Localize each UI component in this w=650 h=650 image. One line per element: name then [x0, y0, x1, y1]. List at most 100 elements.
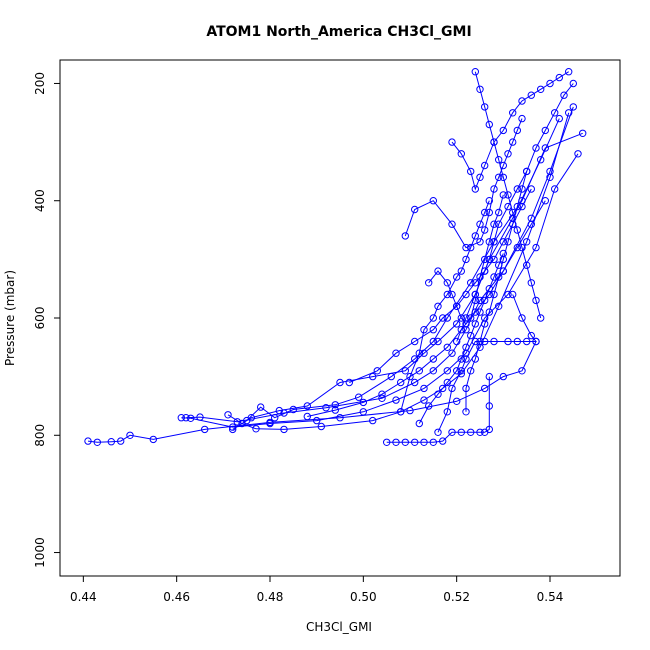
series-4: [243, 129, 587, 425]
data-point: [481, 103, 489, 111]
data-point: [490, 337, 498, 346]
x-tick-label: 0.46: [163, 590, 190, 604]
data-point: [485, 425, 493, 434]
data-point: [485, 255, 493, 264]
data-point: [196, 413, 204, 421]
x-tick-label: 0.54: [537, 590, 564, 604]
data-point: [476, 238, 484, 246]
data-point: [499, 255, 507, 264]
series-line: [307, 200, 546, 417]
data-point: [499, 267, 507, 275]
data-point: [513, 243, 521, 252]
data-point: [481, 161, 489, 170]
data-point: [499, 372, 507, 381]
data-point: [509, 290, 517, 299]
data-point: [378, 390, 386, 398]
series-line: [227, 112, 570, 430]
data-point: [448, 290, 456, 299]
data-point: [551, 185, 559, 193]
data-point: [495, 273, 503, 281]
data-point: [555, 114, 563, 123]
data-point: [527, 185, 535, 193]
data-point: [373, 367, 381, 375]
data-point: [541, 144, 549, 152]
data-point: [420, 349, 428, 357]
data-point: [476, 220, 484, 228]
data-point: [317, 422, 325, 431]
y-tick-label: 400: [33, 189, 47, 212]
data-point: [490, 273, 498, 281]
data-point: [509, 109, 517, 117]
data-point: [513, 202, 521, 211]
data-point: [495, 302, 503, 310]
data-point: [462, 314, 470, 322]
data-point: [518, 185, 526, 193]
data-point: [448, 384, 456, 393]
series-14: [462, 167, 531, 416]
data-point: [429, 355, 437, 363]
data-point: [443, 279, 451, 287]
data-point: [499, 173, 507, 182]
data-point: [439, 384, 447, 393]
data-point: [401, 232, 409, 240]
data-point: [443, 408, 451, 416]
data-point: [369, 372, 377, 381]
data-point: [471, 320, 479, 328]
series-layer: [84, 68, 587, 446]
data-point: [271, 414, 279, 422]
data-point: [471, 279, 479, 287]
data-point: [453, 367, 461, 375]
data-point: [476, 296, 484, 305]
data-point: [518, 243, 526, 252]
data-point: [252, 425, 260, 433]
data-point: [355, 393, 363, 401]
x-tick-label: 0.44: [70, 590, 97, 604]
series-8: [397, 197, 493, 416]
data-point: [359, 408, 367, 416]
data-point: [541, 126, 549, 135]
data-point: [513, 126, 521, 135]
y-axis-label: Pressure (mbar): [3, 270, 17, 366]
data-point: [439, 437, 447, 445]
data-point: [443, 343, 451, 351]
data-point: [537, 156, 545, 164]
data-point: [462, 320, 470, 328]
data-point: [471, 68, 479, 76]
data-point: [490, 255, 498, 264]
data-point: [331, 401, 339, 409]
data-point: [565, 109, 573, 117]
data-point: [560, 91, 568, 99]
data-point: [513, 226, 521, 234]
series-line: [474, 71, 542, 319]
data-point: [499, 126, 507, 135]
data-point: [457, 314, 465, 322]
data-point: [457, 326, 465, 334]
data-point: [453, 397, 461, 405]
data-point: [537, 314, 545, 322]
data-point: [257, 403, 265, 411]
data-point: [565, 68, 573, 76]
data-point: [471, 355, 479, 363]
series-7: [434, 290, 540, 436]
data-point: [406, 372, 414, 381]
data-point: [467, 314, 475, 322]
x-tick-label: 0.48: [257, 590, 284, 604]
data-point: [462, 408, 470, 416]
data-point: [415, 419, 423, 428]
data-point: [481, 320, 489, 328]
data-point: [485, 120, 493, 129]
data-point: [397, 408, 405, 416]
series-line: [437, 294, 538, 433]
data-point: [331, 406, 339, 414]
data-point: [336, 378, 344, 387]
data-point: [527, 279, 535, 287]
data-point: [383, 438, 391, 446]
data-point: [495, 220, 503, 228]
data-point: [481, 255, 489, 264]
data-point: [485, 372, 493, 381]
data-point: [233, 418, 242, 426]
series-line: [181, 153, 579, 428]
x-tick-label: 0.50: [350, 590, 377, 604]
data-point: [485, 402, 493, 410]
data-point: [504, 290, 512, 299]
